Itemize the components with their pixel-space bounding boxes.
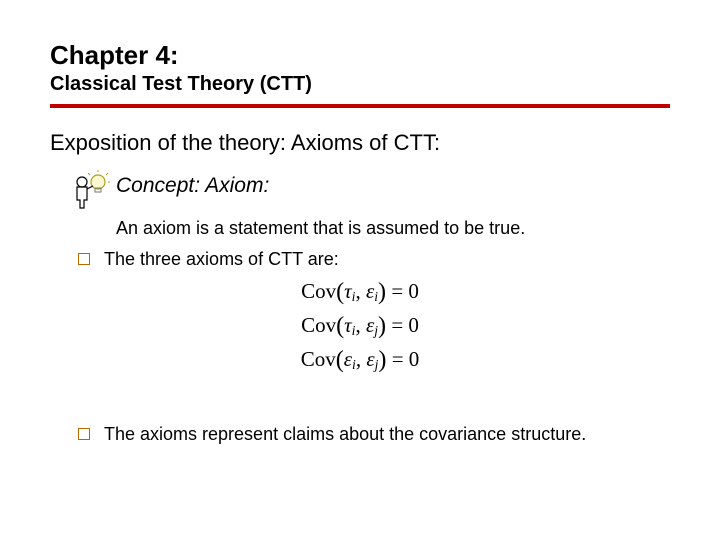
equation-fn: Cov	[301, 313, 336, 337]
equation-sub: i	[352, 323, 356, 338]
square-bullet-icon	[78, 253, 90, 265]
slide: Chapter 4: Classical Test Theory (CTT) E…	[0, 0, 720, 540]
concept-row: Concept: Axiom:	[68, 170, 670, 212]
title-divider	[50, 104, 670, 108]
chapter-subtitle: Classical Test Theory (CTT)	[50, 73, 670, 96]
equation-var: ε	[366, 279, 374, 303]
equation-var: ε	[344, 347, 352, 371]
bullet-text: The axioms represent claims about the co…	[104, 424, 586, 445]
bullet-item: The axioms represent claims about the co…	[78, 424, 670, 445]
equation: Cov(τi, εi) = 0	[50, 278, 670, 306]
equation-rhs: 0	[408, 279, 419, 303]
equation: Cov(εi, εj) = 0	[50, 346, 670, 374]
equation-rhs: 0	[408, 313, 419, 337]
equation-fn: Cov	[301, 279, 336, 303]
lightbulb-person-icon	[68, 170, 110, 212]
equation-rhs: 0	[409, 347, 420, 371]
equation-fn: Cov	[301, 347, 336, 371]
bullet-item: The three axioms of CTT are:	[78, 249, 670, 270]
equation: Cov(τi, εj) = 0	[50, 312, 670, 340]
equation-var: τ	[344, 279, 352, 303]
equation-var: τ	[344, 313, 352, 337]
equation-var: ε	[366, 347, 374, 371]
bullet-text: The three axioms of CTT are:	[104, 249, 339, 270]
equation-block: Cov(τi, εi) = 0 Cov(τi, εj) = 0 Cov(εi, …	[50, 278, 670, 374]
equation-sub: i	[352, 357, 356, 372]
concept-label: Concept: Axiom:	[116, 170, 269, 198]
section-heading: Exposition of the theory: Axioms of CTT:	[50, 130, 670, 156]
square-bullet-icon	[78, 428, 90, 440]
equation-var: ε	[366, 313, 374, 337]
equation-sub: i	[352, 289, 356, 304]
chapter-title: Chapter 4:	[50, 40, 670, 71]
concept-definition: An axiom is a statement that is assumed …	[116, 218, 670, 239]
